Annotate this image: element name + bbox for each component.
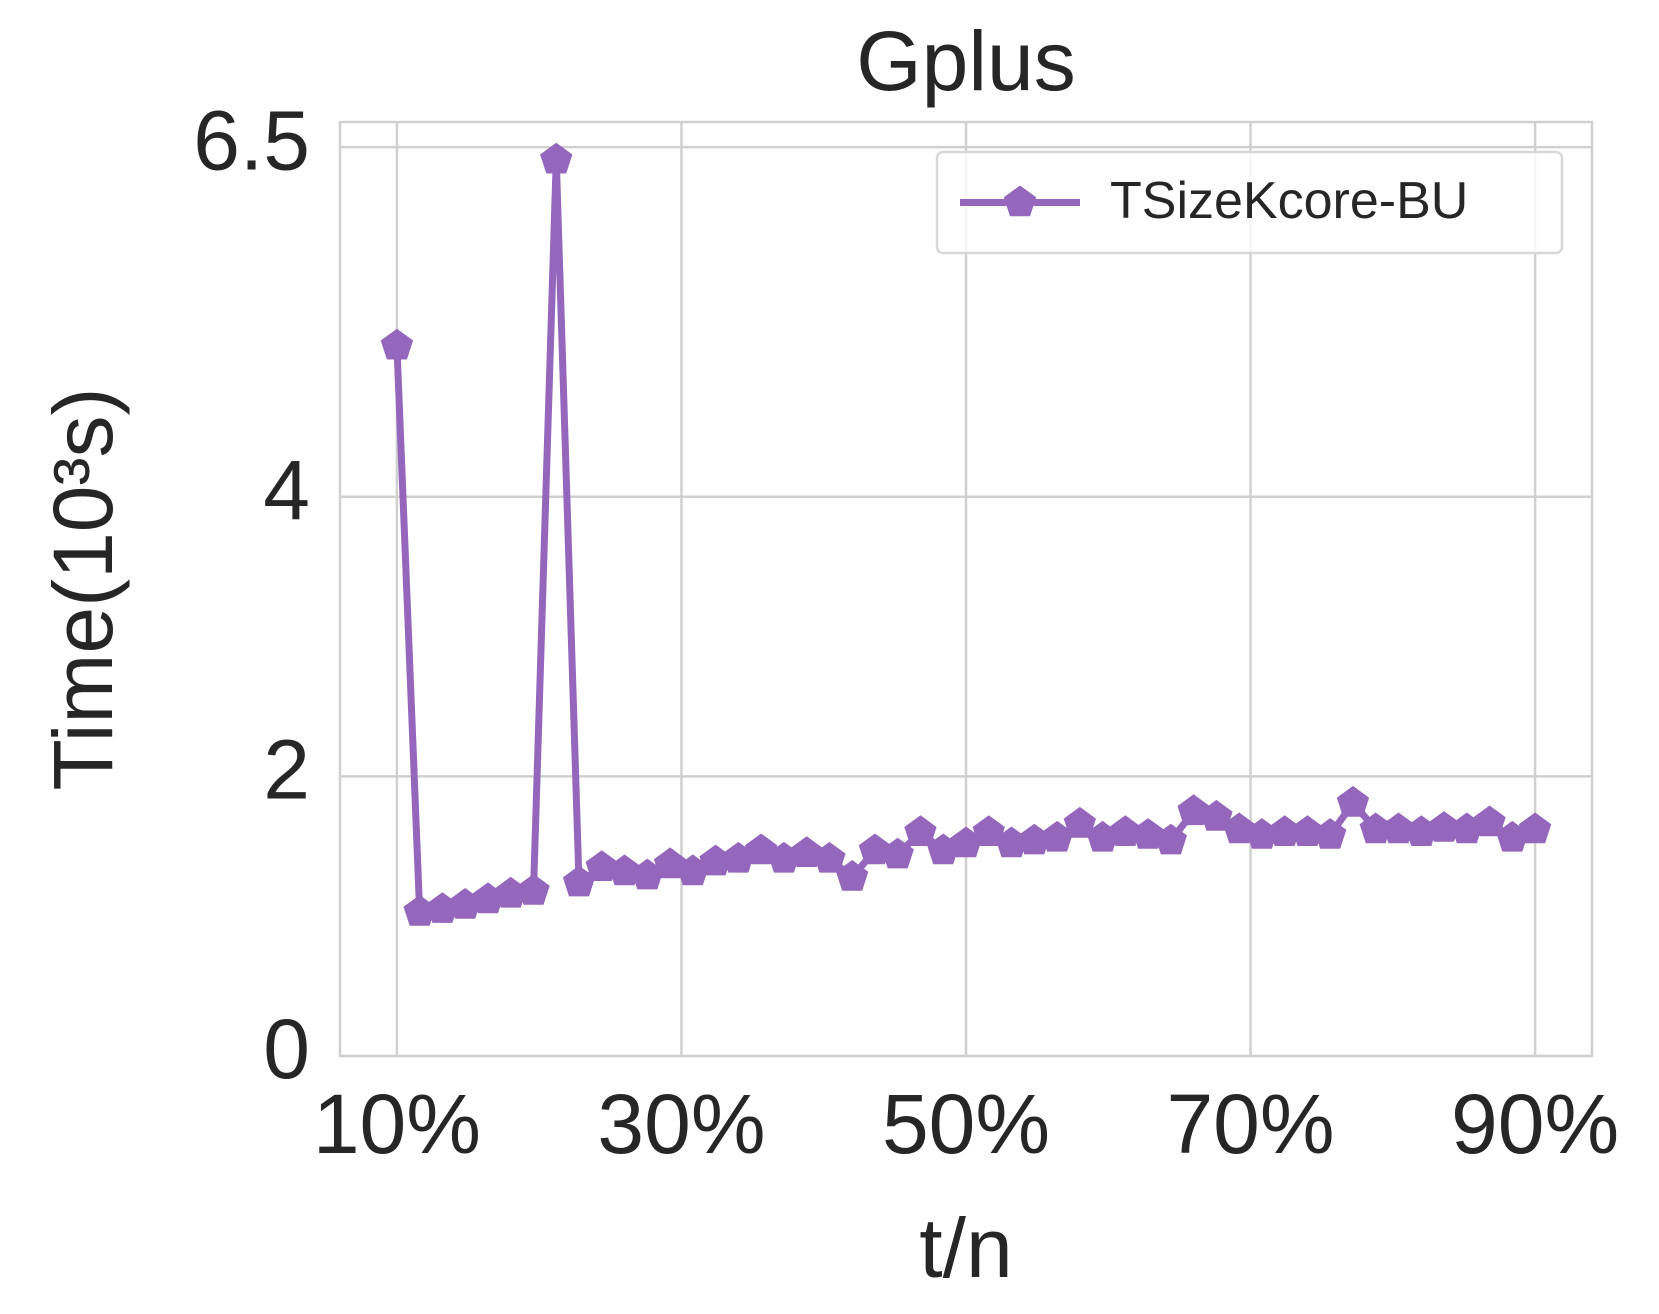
data-point xyxy=(1131,818,1165,849)
data-point xyxy=(380,328,414,360)
data-point xyxy=(540,142,573,174)
data-point xyxy=(813,841,846,873)
data-point xyxy=(1427,811,1461,842)
data-point xyxy=(1268,815,1301,846)
data-point xyxy=(608,854,641,886)
data-point xyxy=(699,844,732,876)
data-point xyxy=(1223,812,1256,844)
x-tick-label: 70% xyxy=(1166,1077,1334,1171)
data-point xyxy=(1245,818,1279,849)
data-point xyxy=(631,858,664,890)
x-axis-label: t/n xyxy=(919,1201,1012,1295)
data-point xyxy=(1018,823,1051,855)
data-point xyxy=(585,850,618,881)
y-tick-label: 0 xyxy=(263,1002,310,1096)
data-point xyxy=(517,874,550,905)
data-point xyxy=(858,833,892,865)
x-tick-label: 50% xyxy=(882,1077,1050,1171)
y-axis-label: Time(10³s) xyxy=(36,388,130,791)
data-point xyxy=(1177,794,1210,826)
legend-box xyxy=(935,150,1564,255)
x-tick-label: 30% xyxy=(597,1077,765,1171)
data-point xyxy=(403,895,436,926)
data-point xyxy=(1109,815,1142,846)
data-point xyxy=(790,836,823,867)
data-point xyxy=(1382,812,1415,844)
chart-title: Gplus xyxy=(856,14,1075,108)
data-point xyxy=(881,837,914,869)
data-point xyxy=(1291,815,1324,846)
data-point xyxy=(1200,799,1233,831)
plot-frame xyxy=(338,120,1594,1058)
data-point xyxy=(1040,820,1074,852)
data-point xyxy=(1063,806,1096,838)
y-tick-label: 4 xyxy=(263,443,310,537)
data-point xyxy=(836,860,869,891)
legend-label: TSizeKcore-BU xyxy=(1110,172,1468,230)
data-point xyxy=(562,865,596,897)
y-tick-label: 2 xyxy=(263,723,310,817)
data-point xyxy=(676,854,709,886)
legend-marker xyxy=(1003,185,1037,217)
legend: TSizeKcore-BU xyxy=(935,150,1564,255)
data-point xyxy=(494,876,527,908)
data-point xyxy=(995,826,1028,858)
data-point xyxy=(1359,812,1392,844)
x-tick-label: 90% xyxy=(1451,1077,1619,1171)
data-point xyxy=(1154,823,1187,855)
data-point xyxy=(1314,818,1347,849)
data-point xyxy=(1336,785,1370,817)
x-tick-label: 10% xyxy=(313,1077,481,1171)
data-point xyxy=(904,815,937,846)
data-point xyxy=(949,826,983,858)
data-point xyxy=(1518,812,1552,844)
y-tick-label: 6.5 xyxy=(193,93,310,187)
data-point xyxy=(1473,805,1506,837)
